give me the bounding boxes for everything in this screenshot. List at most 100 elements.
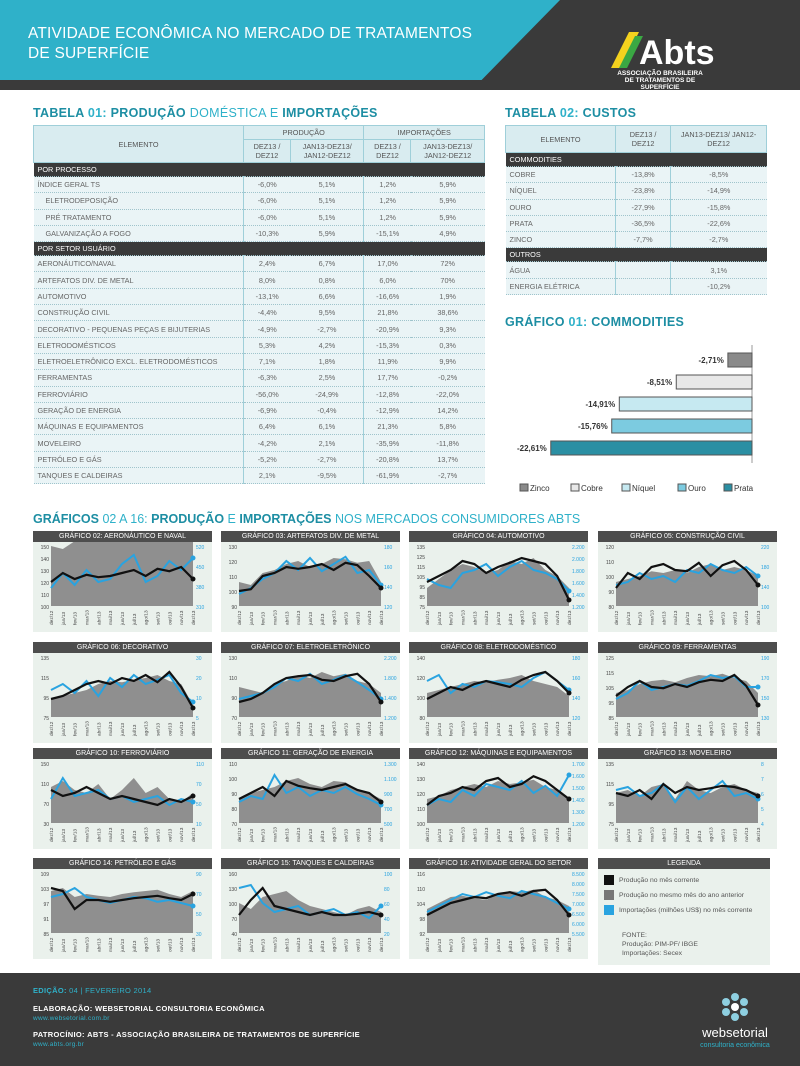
bar-label: -14,91% bbox=[586, 400, 616, 409]
logo-sub-2: DE TRATAMENTOS DE SUPERFÍCIE bbox=[624, 77, 696, 91]
y-left-tick: 130 bbox=[229, 545, 238, 551]
t2-th-jan: JAN13-DEZ13/ JAN12-DEZ12 bbox=[670, 125, 767, 153]
row-value: 4,2% bbox=[290, 337, 364, 354]
mini-chart-title: GRÁFICO 04: AUTOMOTIVO bbox=[409, 531, 588, 542]
elab-url[interactable]: www.websetorial.com.br bbox=[33, 1015, 110, 1022]
x-tick: dez/13 bbox=[756, 721, 762, 736]
row-label: TANQUES E CALDEIRAS bbox=[33, 467, 244, 485]
x-tick: jun/13 bbox=[120, 829, 126, 843]
grafico01-title: GRÁFICO 01: COMMODITIES bbox=[505, 315, 684, 329]
x-tick: ago/13 bbox=[332, 937, 338, 952]
y-right-tick: 1.800 bbox=[384, 676, 397, 682]
header: ATIVIDADE ECONÔMICA NO MERCADO DE TRATAM… bbox=[0, 0, 800, 91]
x-tick: mar/13 bbox=[273, 827, 279, 842]
x-tick: mai/13 bbox=[296, 721, 302, 736]
row-value: -4,9% bbox=[243, 320, 291, 338]
x-tick: fev/13 bbox=[261, 723, 267, 736]
x-tick: jan/13 bbox=[61, 939, 67, 953]
group-label: POR PROCESSO bbox=[33, 162, 485, 177]
mini-chart-plot: 160 130 100 70 40 100 80 60 40 20 dez/12 jan/13 fev/… bbox=[229, 872, 393, 953]
mini-chart-plot: 116 110 104 98 92 8.500 8.000 7.500 7.000 6.500 6.… bbox=[417, 872, 585, 953]
x-tick: dez/12 bbox=[49, 937, 55, 952]
x-tick: jan/13 bbox=[249, 612, 255, 626]
x-tick: jun/13 bbox=[685, 829, 691, 843]
table-row: AUTOMOTIVO -13,1% 6,6% -16,6% 1,9% bbox=[33, 288, 485, 306]
t2-group-label: COMMODITIES bbox=[505, 152, 767, 167]
mini-chart-plot: 135 115 95 75 30 20 10 5 dez/12 jan/13 fev/13 mar/1… bbox=[41, 656, 202, 737]
x-tick: nov/13 bbox=[367, 610, 373, 625]
y-left-tick: 100 bbox=[606, 575, 615, 581]
grid-label-c: PRODUÇÃO bbox=[151, 512, 225, 526]
x-tick: mar/13 bbox=[461, 937, 467, 952]
area-previous-year bbox=[239, 891, 381, 933]
t2-th-dez: DEZ13 / DEZ12 bbox=[614, 125, 672, 153]
th-imp-jan: JAN13-DEZ13/ JAN12-DEZ12 bbox=[410, 139, 485, 163]
line-imports bbox=[238, 772, 382, 806]
edicao-value: 04 | FEVEREIRO 2014 bbox=[69, 986, 152, 995]
table-row: FERROVIÁRIO -56,0% -24,9% -12,8% -22,0% bbox=[33, 386, 485, 403]
table-row: ELETRODOMÉSTICOS 5,3% 4,2% -15,3% 0,3% bbox=[33, 337, 485, 354]
x-tick: out/13 bbox=[543, 828, 549, 842]
x-tick: ago/13 bbox=[332, 610, 338, 625]
line-production-endpoint bbox=[566, 597, 572, 603]
y-left-tick: 90 bbox=[231, 605, 237, 611]
row-label: GALVANIZAÇÃO A FOGO bbox=[33, 225, 244, 243]
bar-label: -22,61% bbox=[517, 444, 547, 453]
y-right-tick: 150 bbox=[761, 696, 770, 702]
y-right-tick: 20 bbox=[384, 932, 390, 938]
y-left-tick: 30 bbox=[43, 822, 49, 828]
x-tick: out/13 bbox=[355, 828, 361, 842]
line-production bbox=[615, 782, 759, 801]
x-tick: set/13 bbox=[156, 829, 162, 842]
grid-label-e: IMPORTAÇÕES bbox=[239, 512, 332, 526]
legend-swatch-ouro bbox=[677, 483, 687, 492]
row-value: -15,1% bbox=[363, 225, 411, 243]
x-tick: mai/13 bbox=[108, 937, 114, 952]
row-value: -6,9% bbox=[243, 402, 291, 420]
row-value: -9,5% bbox=[290, 467, 364, 485]
x-tick: jun/13 bbox=[308, 939, 314, 953]
row-value: 1,8% bbox=[290, 353, 364, 371]
x-tick: mar/13 bbox=[273, 721, 279, 736]
line-production-endpoint bbox=[566, 912, 572, 918]
y-left-tick: 85 bbox=[608, 716, 614, 722]
y-right-tick: 5.500 bbox=[572, 932, 585, 938]
x-tick: mar/13 bbox=[650, 610, 656, 625]
y-left-tick: 130 bbox=[229, 887, 238, 893]
row-value: -5,2% bbox=[243, 451, 291, 469]
patro-url[interactable]: www.abts.org.br bbox=[33, 1041, 85, 1048]
row-label: FERROVIÁRIO bbox=[33, 386, 244, 403]
x-tick: ago/13 bbox=[144, 721, 150, 736]
x-tick: dez/13 bbox=[191, 610, 197, 625]
mini-chart-title: GRÁFICO 12: MÁQUINAS E EQUIPAMENTOS bbox=[409, 748, 588, 759]
area-previous-year bbox=[616, 673, 758, 717]
y-right-tick: 1.100 bbox=[384, 777, 397, 783]
x-tick: out/13 bbox=[732, 828, 738, 842]
legend-item-imports: Importações (milhões US$) no mês corrent… bbox=[604, 905, 752, 915]
mini-chart-plot: 150 140 130 120 110 100 520 450 380 310 dez/12 jan/… bbox=[41, 542, 205, 626]
y-left-tick: 120 bbox=[417, 676, 426, 682]
y-left-tick: 80 bbox=[231, 807, 237, 813]
y-right-tick: 6.500 bbox=[572, 912, 585, 918]
line-production-endpoint bbox=[378, 585, 384, 591]
y-right-tick: 140 bbox=[572, 696, 581, 702]
x-tick: out/13 bbox=[167, 722, 173, 736]
y-right-tick: 4 bbox=[761, 822, 764, 828]
x-tick: mai/13 bbox=[484, 610, 490, 625]
y-left-tick: 120 bbox=[229, 560, 238, 566]
x-tick: ago/13 bbox=[520, 721, 526, 736]
mini-chart: GRÁFICO 07: ELETROELETRÔNICO 130 110 90 70 2.… bbox=[221, 642, 400, 743]
bar-label: -2,71% bbox=[699, 356, 724, 365]
row-value: 2,1% bbox=[290, 434, 364, 452]
mini-chart: GRÁFICO 06: DECORATIVO 135 115 95 75 30 20 10 5 d… bbox=[33, 642, 212, 743]
x-tick: set/13 bbox=[721, 829, 727, 842]
x-tick: jun/13 bbox=[685, 723, 691, 737]
y-right-tick: 180 bbox=[761, 565, 770, 571]
row-value: -0,4% bbox=[290, 402, 364, 420]
line-production bbox=[50, 565, 194, 583]
line-production bbox=[426, 556, 570, 601]
x-tick: dez/13 bbox=[756, 610, 762, 625]
x-tick: dez/13 bbox=[567, 610, 573, 625]
x-tick: dez/12 bbox=[425, 937, 431, 952]
header-band bbox=[0, 0, 560, 80]
